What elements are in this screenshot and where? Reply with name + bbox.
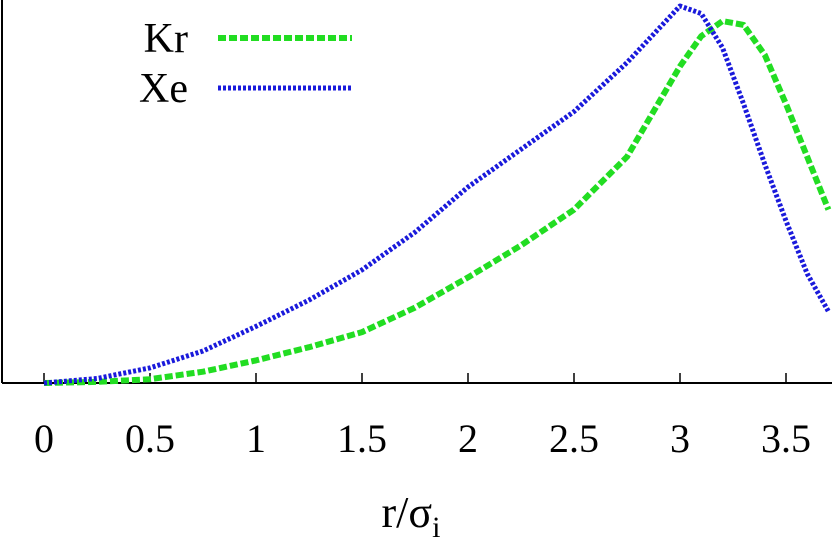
x-axis-title-main: r/σ [382, 488, 433, 537]
x-tick-label: 0.5 [125, 416, 175, 461]
legend-label-xe: Xe [139, 66, 188, 112]
x-tick-label: 3.5 [761, 416, 811, 461]
x-tick-label: 3 [670, 416, 690, 461]
series-layer [43, 3, 832, 386]
series-line-kr [43, 18, 832, 386]
x-tick-label: 1.5 [337, 416, 387, 461]
x-axis-title-subscript: i [432, 511, 440, 540]
x-tick-label: 1 [246, 416, 266, 461]
x-tick-label: 2 [458, 416, 478, 461]
x-tick-label: 2.5 [549, 416, 599, 461]
x-ticks: 0 0.5 1 1.5 2 2.5 3 3.5 [34, 373, 811, 461]
series-line-xe [43, 3, 831, 386]
plot-frame [1, 0, 832, 384]
legend-label-kr: Kr [144, 16, 188, 62]
x-axis-title: r/σi [382, 488, 441, 540]
x-tick-label: 0 [34, 416, 54, 461]
